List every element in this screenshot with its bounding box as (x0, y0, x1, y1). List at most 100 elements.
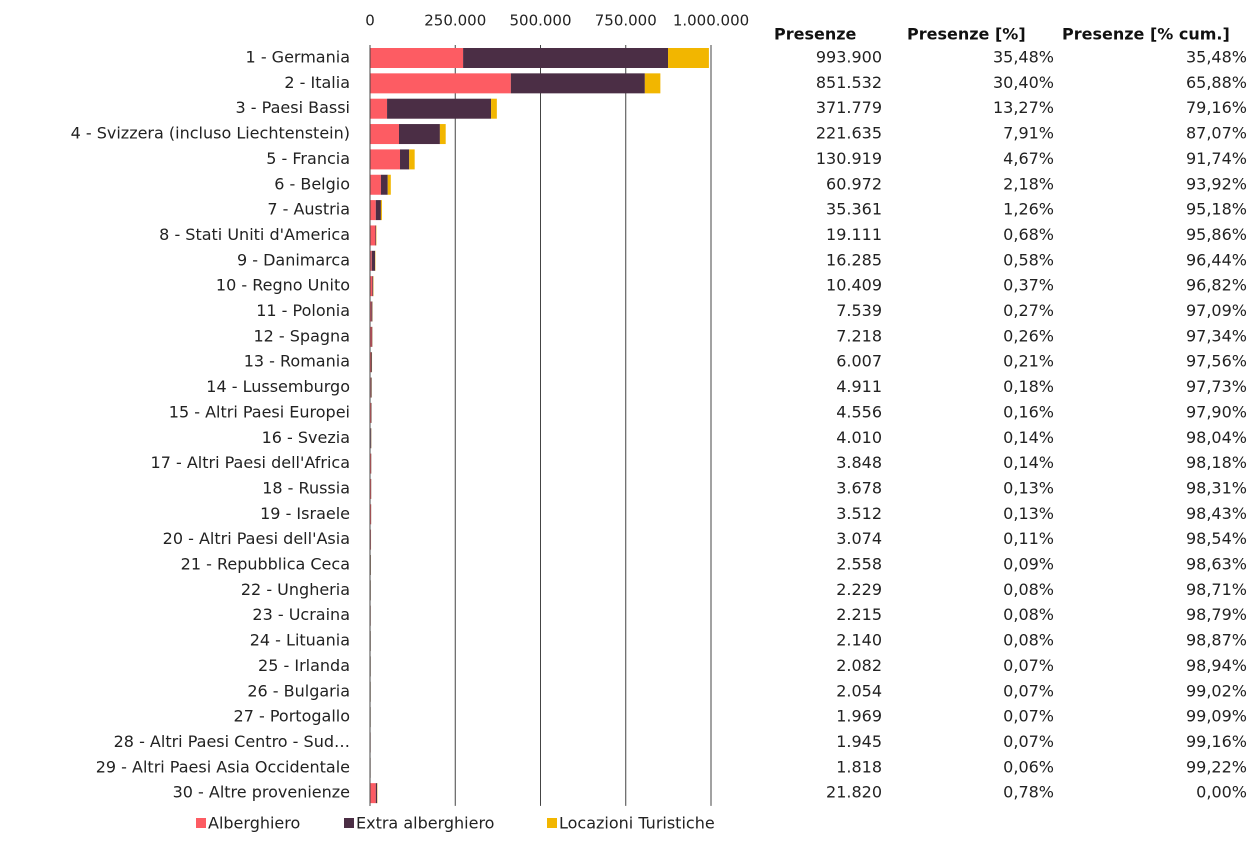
bar-segment (370, 98, 388, 119)
bar-segment (370, 301, 372, 322)
bar-segment (398, 124, 440, 145)
x-tick-label: 250.000 (424, 12, 486, 30)
table-cell: 98,71% (1186, 580, 1247, 599)
table-cell: 7.218 (836, 326, 882, 345)
table-cell: 0,09% (1003, 555, 1054, 574)
category-label: 19 - Israele (260, 504, 350, 523)
table-cell: 98,54% (1186, 529, 1247, 548)
category-label: 18 - Russia (262, 478, 350, 497)
table-cell: 98,43% (1186, 504, 1247, 523)
table-cell: 96,82% (1186, 276, 1247, 295)
bar-segment (387, 174, 391, 195)
table-cell: 13,27% (993, 98, 1054, 117)
category-label: 5 - Francia (266, 149, 350, 168)
legend-swatch (344, 818, 354, 828)
bar-segment (644, 73, 661, 94)
table-cell: 98,04% (1186, 428, 1247, 447)
table-cell: 93,92% (1186, 174, 1247, 193)
table-cell: 1.945 (836, 732, 882, 751)
table-cell: 0,21% (1003, 352, 1054, 371)
category-label: 6 - Belgio (274, 174, 350, 193)
table-cell: 19.111 (826, 225, 882, 244)
bar-segment (370, 402, 372, 423)
table-cell: 60.972 (826, 174, 882, 193)
category-label: 4 - Svizzera (incluso Liechtenstein) (71, 124, 350, 143)
table-cell: 0,07% (1003, 656, 1054, 675)
bar-segment (370, 200, 376, 221)
table-cell: 993.900 (816, 48, 882, 67)
category-label: 7 - Austria (267, 200, 350, 219)
table-cell: 0,07% (1003, 681, 1054, 700)
bar-segment (371, 301, 373, 322)
table-cell: 0,07% (1003, 732, 1054, 751)
x-tick-label: 500.000 (509, 12, 571, 30)
table-cell: 97,73% (1186, 377, 1247, 396)
table-cell: 1.818 (836, 757, 882, 776)
table-cell: 0,11% (1003, 529, 1054, 548)
table-cell: 7.539 (836, 301, 882, 320)
bar-segment (380, 174, 388, 195)
table-cell: 97,34% (1186, 326, 1247, 345)
table-cell: 98,87% (1186, 631, 1247, 650)
category-label: 22 - Ungheria (241, 580, 350, 599)
bar-segment (400, 149, 410, 170)
category-label: 17 - Altri Paesi dell'Africa (151, 453, 350, 472)
category-label: 26 - Bulgaria (247, 681, 350, 700)
category-label: 27 - Portogallo (234, 707, 350, 726)
bar-segment (375, 200, 381, 221)
table-cell: 0,07% (1003, 707, 1054, 726)
table-cell: 0,08% (1003, 605, 1054, 624)
bar-segment (491, 98, 497, 119)
table-header: Presenze (774, 25, 857, 44)
bar-segment (380, 200, 382, 221)
table-cell: 0,08% (1003, 631, 1054, 650)
category-label: 30 - Altre provenienze (173, 783, 350, 802)
category-label: 28 - Altri Paesi Centro - Sud… (114, 732, 350, 751)
table-cell: 0,08% (1003, 580, 1054, 599)
table-cell: 98,31% (1186, 478, 1247, 497)
table-cell: 0,13% (1003, 478, 1054, 497)
bar-segment (409, 149, 415, 170)
table-cell: 2.229 (836, 580, 882, 599)
table-cell: 221.635 (816, 124, 882, 143)
table-cell: 97,90% (1186, 402, 1247, 421)
bar-segment (375, 783, 378, 804)
table-header: Presenze [%] (907, 25, 1026, 44)
table-cell: 0,06% (1003, 757, 1054, 776)
bar-segment (463, 48, 669, 68)
category-label: 20 - Altri Paesi dell'Asia (163, 529, 350, 548)
bar-segment (370, 48, 464, 68)
table-cell: 6.007 (836, 352, 882, 371)
category-label: 8 - Stati Uniti d'America (159, 225, 350, 244)
bar-segment (439, 124, 446, 145)
table-cell: 10.409 (826, 276, 882, 295)
table-cell: 0,16% (1003, 402, 1054, 421)
category-label: 15 - Altri Paesi Europei (169, 402, 350, 421)
legend-swatch (547, 818, 557, 828)
category-label: 21 - Repubblica Ceca (181, 555, 350, 574)
bar-segment (370, 276, 373, 297)
table-cell: 65,88% (1186, 73, 1247, 92)
category-label: 13 - Romania (244, 352, 350, 371)
table-cell: 0,58% (1003, 250, 1054, 269)
bar-segment (370, 149, 401, 170)
bar-segment (668, 48, 709, 68)
table-cell: 35,48% (993, 48, 1054, 67)
table-cell: 0,18% (1003, 377, 1054, 396)
table-cell: 0,14% (1003, 428, 1054, 447)
table-cell: 7,91% (1003, 124, 1054, 143)
x-tick-label: 0 (365, 12, 375, 30)
table-cell: 0,68% (1003, 225, 1054, 244)
bar-segment (370, 250, 372, 271)
table-cell: 0,78% (1003, 783, 1054, 802)
table-cell: 95,18% (1186, 200, 1247, 219)
category-label: 24 - Lituania (250, 631, 350, 650)
category-label: 16 - Svezia (262, 428, 350, 447)
table-cell: 2,18% (1003, 174, 1054, 193)
bar-segment (371, 352, 372, 373)
table-cell: 98,79% (1186, 605, 1247, 624)
category-label: 9 - Danimarca (237, 250, 350, 269)
category-label: 14 - Lussemburgo (206, 377, 350, 396)
category-label: 11 - Polonia (256, 301, 350, 320)
bar-segment (370, 504, 372, 525)
